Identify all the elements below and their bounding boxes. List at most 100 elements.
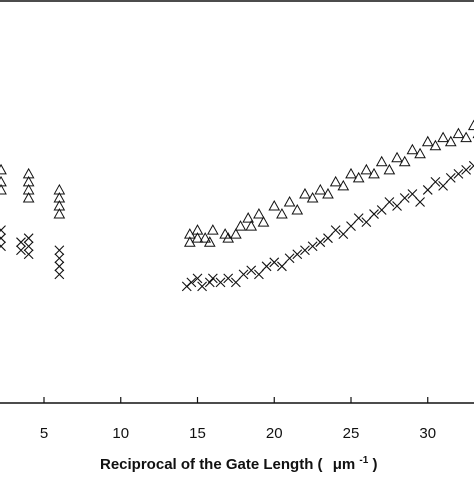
cross-marker: [254, 269, 264, 280]
x-tick-label: 20: [266, 425, 283, 442]
triangle-marker: [0, 163, 7, 175]
cross-marker: [453, 168, 464, 179]
triangle-marker: [253, 208, 265, 219]
cross-marker: [215, 277, 226, 288]
x-axis-ticks: 5 10 15 20 25 30: [40, 397, 436, 442]
cross-marker: [346, 221, 356, 232]
x-tick-label: 30: [419, 425, 436, 442]
x-axis-title-main: Reciprocal of the Gate Length (: [100, 456, 323, 473]
cross-marker: [392, 201, 402, 211]
triangle-marker: [467, 119, 474, 131]
triangle-marker: [283, 195, 296, 207]
triangle-marker: [375, 155, 388, 167]
cross-marker: [361, 217, 372, 227]
x-tick-label: 25: [343, 425, 360, 442]
triangle-marker: [245, 220, 258, 231]
cross-marker: [438, 181, 448, 191]
x-tick-label: 5: [40, 425, 48, 442]
triangle-marker: [268, 199, 281, 211]
cross-marker: [284, 253, 295, 264]
triangle-marker: [322, 187, 334, 199]
triangle-marker: [207, 224, 219, 235]
cross-marker: [307, 241, 318, 252]
triangle-marker: [352, 171, 365, 183]
triangle-marker: [242, 212, 255, 223]
x-axis-title-exponent: -1: [359, 455, 368, 466]
cross-marker: [230, 277, 241, 288]
x-axis-title-unit: μm: [333, 456, 356, 473]
triangle-marker: [191, 232, 204, 243]
triangle-marker: [398, 155, 411, 167]
x-axis-title-close: ): [372, 456, 377, 473]
triangle-marker: [452, 127, 465, 139]
cross-marker: [238, 269, 249, 280]
triangle-marker: [257, 216, 270, 227]
cross-marker: [407, 189, 418, 199]
triangle-marker: [314, 183, 327, 195]
triangle-marker: [437, 131, 449, 143]
cross-marker: [204, 277, 215, 288]
plot-frame: [0, 0, 474, 404]
cross-marker: [445, 172, 456, 183]
triangle-marker: [360, 163, 373, 175]
triangle-marker: [306, 191, 319, 203]
cross-marker: [430, 177, 441, 187]
triangle-marker: [230, 228, 242, 239]
cross-marker: [207, 273, 218, 284]
cross-marker: [0, 225, 6, 236]
cross-marker: [353, 213, 364, 223]
cross-marker: [246, 265, 257, 276]
cross-marker: [186, 277, 197, 288]
cross-marker: [277, 261, 287, 272]
triangle-marker: [329, 175, 342, 187]
cross-marker: [461, 164, 472, 175]
data-markers: [0, 119, 474, 292]
cross-marker: [23, 241, 34, 252]
triangle-marker: [234, 220, 247, 231]
triangle-marker: [421, 135, 434, 147]
triangle-marker: [53, 208, 66, 219]
cross-marker: [197, 281, 207, 292]
triangle-marker: [299, 187, 311, 199]
triangle-marker: [291, 204, 304, 215]
cross-marker: [0, 241, 6, 252]
triangle-marker: [414, 147, 426, 159]
triangle-marker: [199, 232, 212, 243]
cross-marker: [16, 245, 26, 256]
cross-marker: [338, 229, 349, 240]
x-tick-label: 15: [189, 425, 206, 442]
cross-marker: [269, 257, 280, 268]
cross-marker: [23, 249, 34, 260]
triangle-marker: [276, 208, 288, 219]
cross-marker: [384, 197, 395, 207]
cross-marker: [300, 245, 310, 256]
triangle-marker: [203, 236, 216, 247]
x-axis-title: Reciprocal of the Gate Length ( μm -1 ): [100, 450, 377, 473]
triangle-marker: [460, 131, 472, 143]
triangle-marker: [391, 151, 403, 163]
cross-marker: [369, 209, 379, 219]
triangle-marker: [345, 167, 357, 179]
cross-marker: [292, 249, 303, 260]
triangle-marker: [429, 139, 442, 151]
triangle-marker: [406, 143, 419, 155]
triangle-marker: [444, 135, 457, 147]
triangle-marker: [0, 183, 7, 195]
cross-marker: [23, 233, 34, 244]
cross-marker: [261, 261, 272, 272]
triangle-marker: [22, 191, 35, 203]
cross-marker: [16, 237, 26, 248]
cross-marker: [399, 193, 410, 203]
cross-marker: [330, 225, 341, 236]
cross-marker: [422, 185, 433, 195]
cross-marker: [315, 237, 326, 248]
cross-marker: [223, 273, 234, 284]
cross-marker: [323, 233, 333, 244]
x-tick-label: 10: [112, 425, 129, 442]
cross-marker: [415, 197, 425, 207]
triangle-marker: [383, 163, 396, 175]
triangle-marker: [337, 179, 350, 191]
cross-marker: [54, 269, 65, 280]
